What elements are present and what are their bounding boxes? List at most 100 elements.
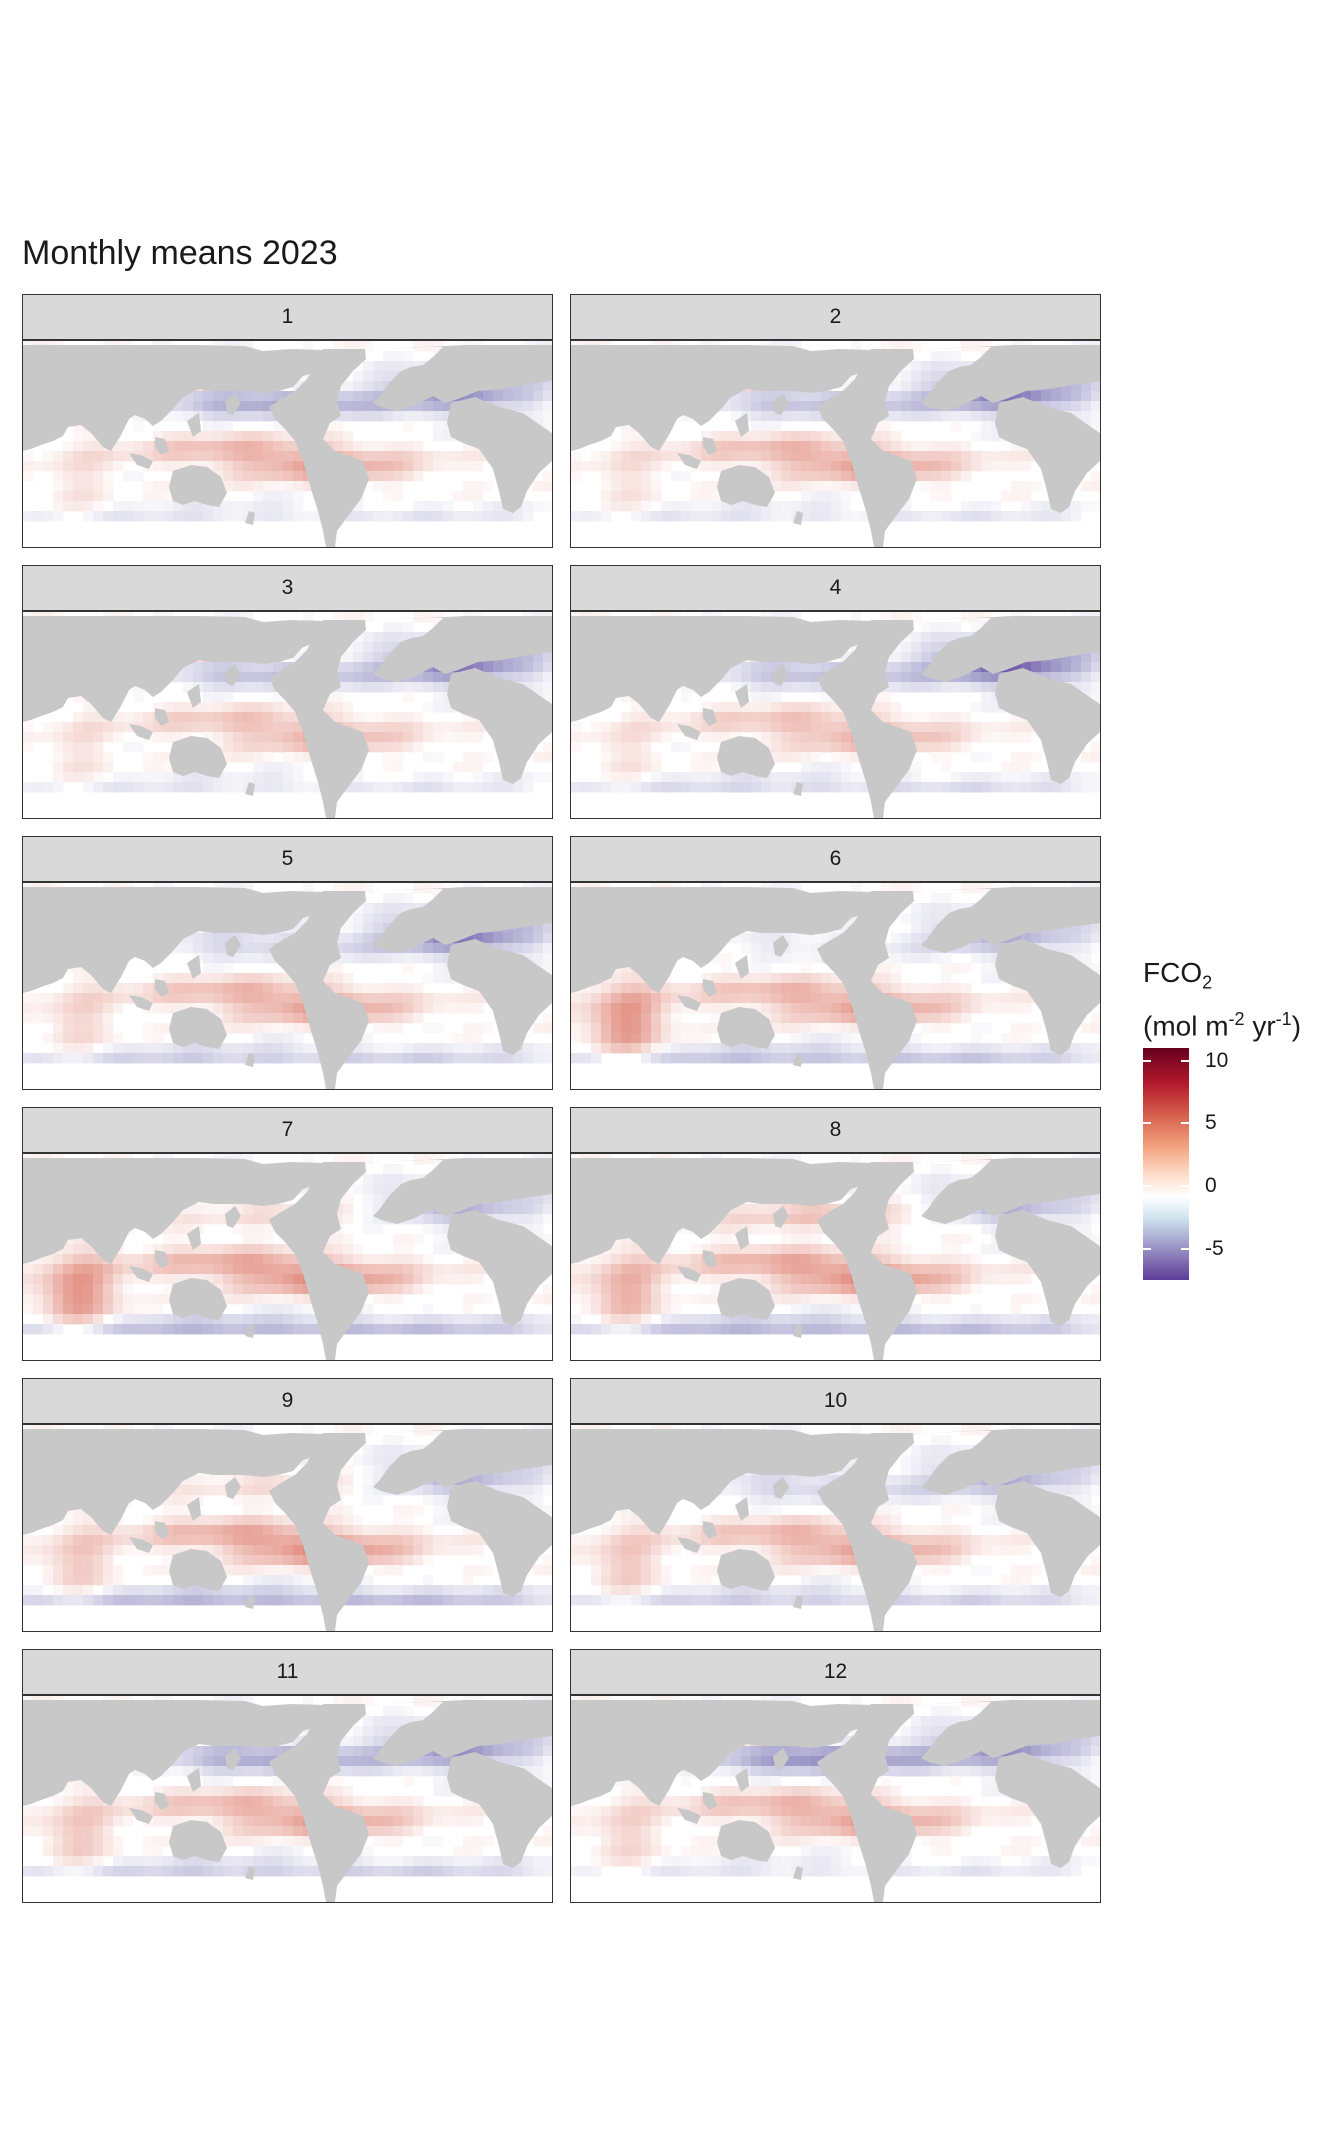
flux-cell xyxy=(213,401,224,412)
flux-cell xyxy=(981,722,992,733)
flux-cell xyxy=(841,752,852,763)
flux-cell xyxy=(433,732,444,743)
flux-cell xyxy=(243,973,254,984)
flux-cell xyxy=(631,471,642,482)
flux-cell xyxy=(53,1043,64,1054)
flux-cell xyxy=(811,431,822,442)
flux-cell xyxy=(711,782,722,793)
flux-cell xyxy=(1091,401,1100,412)
flux-cell xyxy=(711,431,722,442)
flux-cell xyxy=(243,451,254,462)
flux-cell xyxy=(611,1003,622,1014)
flux-cell xyxy=(203,1214,214,1225)
flux-cell xyxy=(503,511,514,522)
flux-cell xyxy=(641,742,652,753)
flux-cell xyxy=(183,782,194,793)
flux-map xyxy=(571,883,1100,1089)
flux-cell xyxy=(353,441,364,452)
flux-cell xyxy=(213,461,224,472)
flux-cell xyxy=(363,652,374,663)
flux-cell xyxy=(971,1003,982,1014)
flux-cell xyxy=(453,491,464,502)
flux-cell xyxy=(253,993,264,1004)
flux-cell xyxy=(383,732,394,743)
flux-cell xyxy=(761,682,772,693)
flux-cell xyxy=(651,481,662,492)
flux-cell xyxy=(173,1264,184,1275)
flux-cell xyxy=(93,772,104,783)
flux-cell xyxy=(961,722,972,733)
facet-panel-month-5: 5 xyxy=(22,836,553,1090)
flux-cell xyxy=(193,1043,204,1054)
flux-cell xyxy=(981,993,992,1004)
flux-cell xyxy=(781,722,792,733)
flux-cell xyxy=(921,441,932,452)
flux-cell xyxy=(671,451,682,462)
flux-cell xyxy=(393,762,404,773)
flux-cell xyxy=(173,1003,184,1014)
flux-cell xyxy=(393,1264,404,1275)
flux-cell xyxy=(113,722,124,733)
flux-cell xyxy=(363,903,374,914)
flux-cell xyxy=(621,762,632,773)
flux-cell xyxy=(731,401,742,412)
flux-cell xyxy=(571,471,582,482)
flux-cell xyxy=(1041,501,1052,512)
land-polygon xyxy=(155,437,169,455)
flux-cell xyxy=(293,923,304,934)
flux-cell xyxy=(731,1053,742,1064)
flux-cell xyxy=(53,1023,64,1034)
flux-cell xyxy=(961,461,972,472)
flux-cell xyxy=(353,1154,364,1165)
flux-cell xyxy=(363,1033,374,1044)
flux-cell xyxy=(423,672,434,683)
flux-cell xyxy=(283,702,294,713)
flux-cell xyxy=(671,712,682,723)
flux-cell xyxy=(891,973,902,984)
flux-cell xyxy=(1081,381,1092,392)
flux-cell xyxy=(243,461,254,472)
flux-cell xyxy=(413,1003,424,1014)
flux-cell xyxy=(951,903,962,914)
flux-cell xyxy=(253,411,264,422)
flux-cell xyxy=(731,702,742,713)
flux-cell xyxy=(671,1003,682,1014)
flux-cell xyxy=(163,762,174,773)
flux-cell xyxy=(1061,401,1072,412)
flux-cell xyxy=(901,1053,912,1064)
flux-cell xyxy=(851,1033,862,1044)
flux-cell xyxy=(463,712,474,723)
flux-cell xyxy=(203,1204,214,1215)
flux-cell xyxy=(173,1324,184,1335)
flux-cell xyxy=(791,943,802,954)
flux-cell xyxy=(791,712,802,723)
flux-cell xyxy=(183,1224,194,1235)
flux-cell xyxy=(851,481,862,492)
flux-cell xyxy=(183,672,194,683)
flux-cell xyxy=(681,471,692,482)
flux-cell xyxy=(533,391,544,402)
flux-cell xyxy=(73,1264,84,1275)
flux-cell xyxy=(363,381,374,392)
flux-cell xyxy=(283,722,294,733)
flux-cell xyxy=(711,481,722,492)
flux-cell xyxy=(483,772,494,783)
flux-cell xyxy=(781,662,792,673)
flux-cell xyxy=(63,722,74,733)
flux-cell xyxy=(403,511,414,522)
land-polygon xyxy=(793,782,803,796)
flux-cell xyxy=(711,732,722,743)
flux-cell xyxy=(263,1214,274,1225)
flux-cell xyxy=(243,441,254,452)
flux-cell xyxy=(591,1033,602,1044)
flux-cell xyxy=(243,1254,254,1265)
flux-cell xyxy=(93,1033,104,1044)
flux-cell xyxy=(1051,1053,1062,1064)
flux-cell xyxy=(93,471,104,482)
flux-cell xyxy=(233,461,244,472)
flux-cell xyxy=(601,983,612,994)
flux-cell xyxy=(821,431,832,442)
flux-cell xyxy=(1091,1023,1100,1034)
flux-cell xyxy=(941,963,952,974)
flux-cell xyxy=(801,983,812,994)
